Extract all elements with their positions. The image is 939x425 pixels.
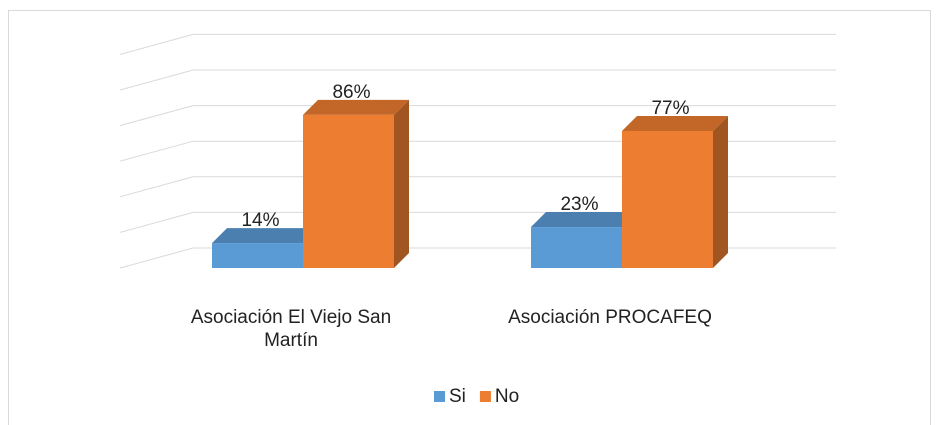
bar xyxy=(531,227,622,268)
data-label: 77% xyxy=(651,98,689,119)
bar-top xyxy=(303,99,409,115)
data-label: 86% xyxy=(332,82,370,103)
grid-line xyxy=(119,69,836,91)
bar xyxy=(303,114,394,268)
grid-line xyxy=(119,33,836,55)
bar-top xyxy=(622,115,728,131)
bar-top xyxy=(212,228,318,244)
bar-side xyxy=(394,99,409,268)
grid-line xyxy=(119,105,836,127)
grid-line xyxy=(119,176,836,198)
chart-border xyxy=(8,10,931,425)
legend-swatch xyxy=(434,391,445,402)
grid-line xyxy=(119,140,836,162)
bar xyxy=(212,243,303,268)
data-label: 23% xyxy=(560,194,598,215)
bar xyxy=(622,130,713,268)
legend-label: No xyxy=(495,386,519,407)
legend-label: Si xyxy=(449,386,466,407)
bar-top xyxy=(531,212,637,228)
bar-side xyxy=(713,115,728,268)
data-label: 14% xyxy=(241,210,279,231)
x-tick-label: Asociación El Viejo San Martín xyxy=(190,307,392,351)
x-tick-label: Asociación PROCAFEQ xyxy=(508,307,712,328)
legend-swatch xyxy=(479,391,491,402)
